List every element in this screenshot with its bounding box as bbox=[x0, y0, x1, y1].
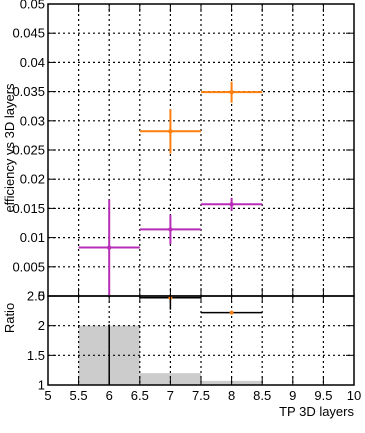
x-tick-label: 6.5 bbox=[131, 388, 149, 403]
x-tick-label: 8 bbox=[228, 388, 235, 403]
point-marker bbox=[229, 89, 234, 95]
main-plot-panel: 0 0.005 0.01 0.015 0.02 0.025 0.03 0.035 0.04 0.0… bbox=[12, 0, 355, 304]
data-point bbox=[139, 214, 201, 245]
point-marker bbox=[107, 245, 112, 250]
x-tick-label: 10 bbox=[347, 388, 361, 403]
x-tick-label: 6 bbox=[106, 388, 113, 403]
data-point bbox=[201, 81, 263, 103]
main-y-tick-label: 0.02 bbox=[20, 172, 45, 187]
main-y-tick-label: 0.03 bbox=[20, 113, 45, 128]
ratio-plot-panel: 1 1.5 2 2.5 5 5.5 6 6.5 7 7.5 8 8.5 9 9.5 10 bbox=[27, 289, 361, 404]
data-point bbox=[78, 199, 140, 296]
ratio-y-tick-label: 1.5 bbox=[27, 348, 45, 363]
x-tick-label: 8.5 bbox=[253, 388, 271, 403]
main-y-tick-label: 0.015 bbox=[12, 201, 45, 216]
ratio-y-tick-label: 2 bbox=[38, 318, 45, 333]
ratio-point bbox=[201, 310, 263, 315]
x-tick-label: 5 bbox=[44, 388, 51, 403]
ratio-y-tick-label: 2.5 bbox=[27, 289, 45, 304]
x-tick-label: 7.5 bbox=[192, 388, 210, 403]
point-marker bbox=[168, 129, 173, 134]
main-y-tick-label: 0.045 bbox=[12, 26, 45, 41]
main-y-tick-label: 0.01 bbox=[20, 230, 45, 245]
main-y-tick-label: 0 bbox=[38, 289, 45, 304]
x-tick-label: 9 bbox=[289, 388, 296, 403]
ratio-point-marker bbox=[229, 310, 234, 315]
x-axis-title: TP 3D layers bbox=[279, 404, 354, 419]
ratio-frame bbox=[47, 295, 355, 386]
main-y-tick-label: 0.025 bbox=[12, 143, 45, 158]
x-tick-label: 9.5 bbox=[314, 388, 332, 403]
ratio-y-tick-label: 1 bbox=[38, 378, 45, 393]
data-point bbox=[139, 109, 201, 154]
main-y-tick-label: 0.05 bbox=[20, 0, 45, 12]
ratio-y-axis-title: Ratio bbox=[2, 303, 17, 333]
main-y-tick-label: 0.04 bbox=[20, 55, 45, 70]
x-tick-label: 7 bbox=[167, 388, 174, 403]
data-point bbox=[201, 197, 263, 211]
point-marker bbox=[229, 202, 234, 207]
main-y-tick-label: 0.005 bbox=[12, 259, 45, 274]
main-y-tick-label: 0.035 bbox=[12, 84, 45, 99]
x-tick-label: 5.5 bbox=[70, 388, 88, 403]
point-marker bbox=[168, 227, 173, 232]
main-y-axis-title: efficiency vs 3D layers bbox=[2, 83, 17, 213]
